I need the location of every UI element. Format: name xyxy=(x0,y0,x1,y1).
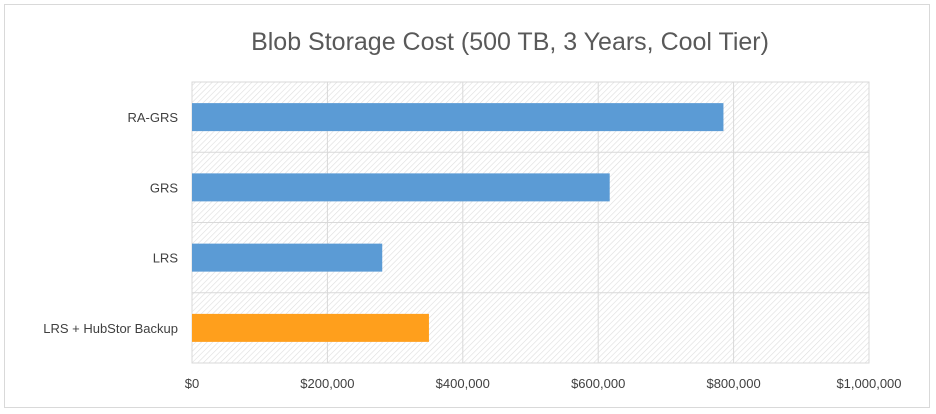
x-tick-label: $200,000 xyxy=(300,376,354,391)
bars xyxy=(192,103,724,342)
bar-lrs-hubstor-backup xyxy=(192,313,429,342)
bar-ra-grs xyxy=(192,103,724,132)
category-label: LRS xyxy=(153,251,179,266)
x-tick-label: $0 xyxy=(185,376,199,391)
x-tick-label: $600,000 xyxy=(571,376,625,391)
x-tick-label: $400,000 xyxy=(436,376,490,391)
category-label: LRS + HubStor Backup xyxy=(43,321,178,336)
x-tick-label: $800,000 xyxy=(706,376,760,391)
x-axis-tick-labels: $0 $200,000 $400,000 $600,000 $800,000 $1,000… xyxy=(185,376,902,391)
category-labels: RA-GRS GRS LRS LRS + HubStor Backup xyxy=(43,110,178,336)
chart-title: Blob Storage Cost (500 TB, 3 Years, Cool… xyxy=(251,28,769,56)
x-tick-label: $1,000,000 xyxy=(836,376,901,391)
category-label: GRS xyxy=(150,180,179,195)
gridlines xyxy=(191,82,870,363)
bar-lrs xyxy=(192,243,383,272)
bar-grs xyxy=(192,173,610,202)
category-label: RA-GRS xyxy=(127,110,178,125)
